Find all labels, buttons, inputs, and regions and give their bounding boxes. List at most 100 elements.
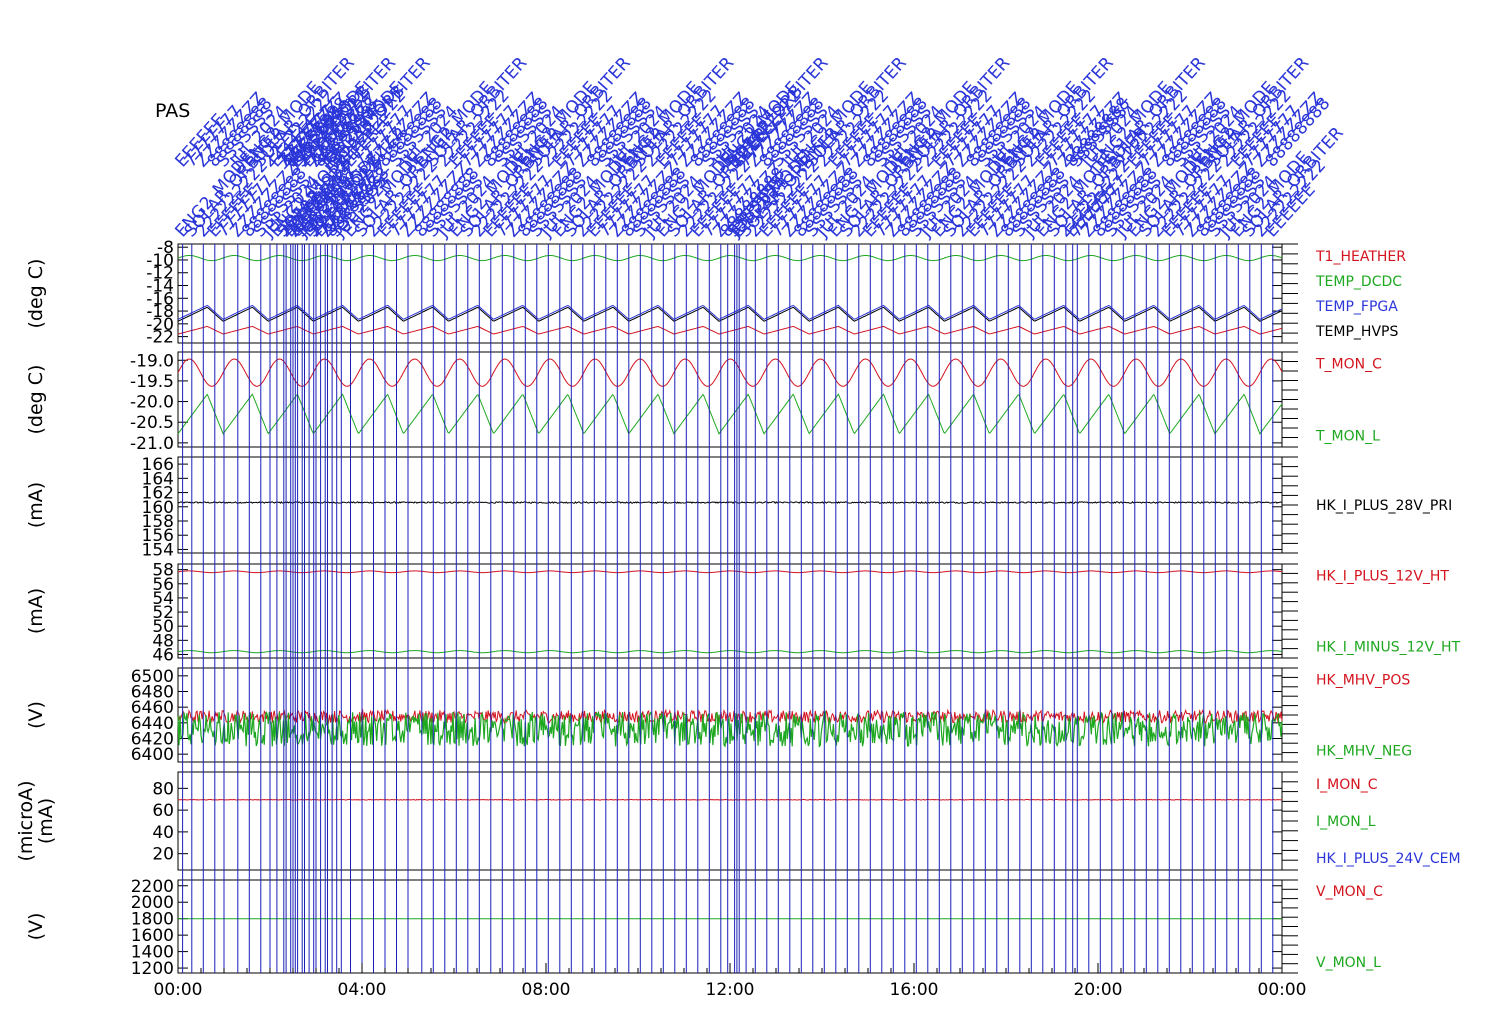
x-tick-label: 00:00 [1258,980,1307,1000]
y-tick-label: 1600 [131,926,174,946]
x-tick-label: 00:00 [154,980,203,1000]
y-tick-label: -20.0 [130,393,174,413]
y-tick-label: 6500 [131,667,174,687]
series-hk_i_plus_12v_ht [177,570,1283,574]
y-tick-label: 156 [142,526,174,546]
y-tick-label: -19.5 [130,372,174,392]
legend-hk_mhv_pos: HK_MHV_POS [1316,672,1410,688]
y-axis-label: (V) [25,701,47,729]
series-temp_dcdc [177,255,1283,262]
panel-frame [177,243,1283,344]
y-tick-label: -22 [146,328,174,348]
x-tick-label: 20:00 [1074,980,1123,1000]
y-tick-label: -12 [146,264,174,284]
y-tick-label: 166 [142,455,174,475]
event-labels: ENG2_MODEEEEEEESOLAR_ORBITER777777722222… [171,53,1347,242]
series-hk_i_minus_12v_ht [177,650,1283,654]
legend-v_mon_l: V_MON_L [1316,955,1381,971]
y-tick-label: -19.0 [130,351,174,371]
y-axis-label: (V) [25,913,47,941]
y-tick-label: 54 [152,589,174,609]
y-tick-label: 164 [142,469,174,489]
y-axis-label: (deg C) [25,259,47,329]
y-tick-label: -14 [146,277,174,297]
y-tick-label: -10 [146,251,174,271]
y-tick-label: 6420 [131,730,174,750]
y-tick-label: 1200 [131,959,174,979]
y-tick-label: 2200 [131,877,174,897]
series-temp_fpga [177,304,1283,320]
chart-panels: -8-10-12-14-16-18-20-22 (deg C) T1_HEATHER… [15,238,1461,979]
y-tick-label: -8 [157,238,174,258]
legend-i_mon_l: I_MON_L [1316,814,1376,830]
y-tick-label: 80 [152,779,174,799]
panel-frame [177,351,1283,448]
legend-hk_i_minus_12v_ht: HK_I_MINUS_12V_HT [1316,640,1461,656]
event-lines [182,244,1274,973]
panel-frame [177,563,1283,659]
panel-frame [177,879,1283,974]
x-tick-label: 08:00 [522,980,571,1000]
legend-hk_i_plus_28v_pri: HK_I_PLUS_28V_PRI [1316,498,1452,514]
legend-t_mon_l: T_MON_L [1315,429,1380,445]
y-tick-label: 160 [142,498,174,518]
legend-hk_i_plus_12v_ht: HK_I_PLUS_12V_HT [1316,568,1449,584]
y-tick-label: 58 [152,561,174,581]
y-tick-label: 1800 [131,910,174,930]
y-tick-label: 6460 [131,698,174,718]
y-tick-label: 6480 [131,683,174,703]
series-hk_i_plus_28v_pri [177,501,1283,505]
legend-hk_i_plus_24v_cem: HK_I_PLUS_24V_CEM [1316,851,1461,867]
y-axis-label: (mA) [25,482,47,528]
legend-t1_heather: T1_HEATHER [1315,249,1406,265]
series-t1_heather [177,325,1283,335]
chart-title: PAS [155,100,190,122]
y-tick-label: -20 [146,315,174,335]
legend-temp_fpga: TEMP_FPGA [1315,299,1398,315]
y-tick-label: 6400 [131,745,174,765]
y-tick-label: -20.5 [130,413,174,433]
panel-frame [177,456,1283,554]
y-axis-label: (mA) [25,588,47,634]
panel-frame [177,771,1283,871]
y-axis-label: (microA) [15,780,37,861]
y-tick-label: 6440 [131,714,174,734]
y-tick-label: 20 [152,845,174,865]
legend-t_mon_c: T_MON_C [1315,356,1382,372]
x-tick-label: 16:00 [890,980,939,1000]
y-tick-label: 56 [152,575,174,595]
y-tick-label: 154 [142,540,174,560]
y-tick-label: 52 [152,603,174,623]
y-axis-label: (deg C) [25,365,47,435]
legend-hk_mhv_neg: HK_MHV_NEG [1316,744,1412,760]
series-t_mon_c [177,358,1283,387]
panel-2: -19.0-19.5-20.0-20.5-21.0 (deg C) T_MON_C T… [25,351,1382,454]
legend-i_mon_c: I_MON_C [1316,777,1378,793]
y-tick-label: 50 [152,617,174,637]
y-tick-label: 46 [152,645,174,665]
y-tick-label: -16 [146,289,174,309]
legend-temp_dcdc: TEMP_DCDC [1315,274,1402,290]
y-tick-label: 60 [152,801,174,821]
y-tick-label: 2000 [131,893,174,913]
panel-1: -8-10-12-14-16-18-20-22 (deg C) T1_HEATHER… [25,238,1406,347]
legend-v_mon_c: V_MON_C [1316,884,1383,900]
legend-temp_hvps: TEMP_HVPS [1315,324,1398,340]
y-tick-label: 1400 [131,943,174,963]
x-tick-label: 04:00 [338,980,387,1000]
x-axis: 00:00 04:00 08:00 12:00 16:00 20:00 00:00 [154,963,1307,1000]
y-tick-label: 48 [152,631,174,651]
y-tick-label: 162 [142,484,174,504]
x-tick-label: 12:00 [706,980,755,1000]
y-tick-label: -18 [146,302,174,322]
y-tick-label: 158 [142,512,174,532]
series-t_mon_l [177,393,1283,435]
y-tick-label: 40 [152,823,174,843]
y-tick-label: -21.0 [130,434,174,454]
series-i_mon_c [177,798,1282,801]
